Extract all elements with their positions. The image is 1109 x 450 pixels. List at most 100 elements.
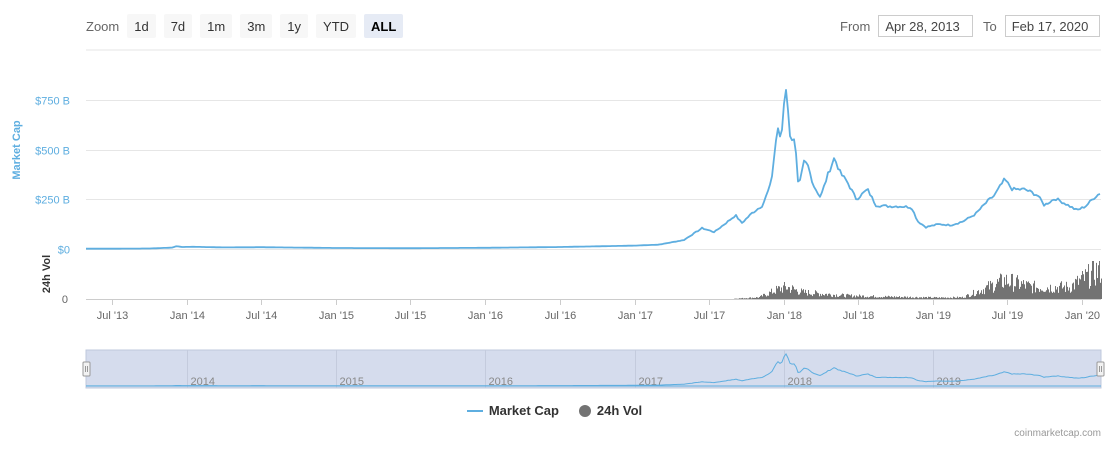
volume-bar — [999, 277, 1000, 299]
zoom-1d-button[interactable]: 1d — [127, 14, 156, 38]
volume-bar — [928, 296, 929, 299]
volume-bar — [953, 296, 954, 299]
volume-bar — [786, 289, 787, 299]
volume-bar — [947, 297, 948, 299]
volume-bar — [900, 297, 901, 299]
volume-bar — [1011, 274, 1012, 299]
zoom-1y-button[interactable]: 1y — [280, 14, 309, 38]
volume-bar — [992, 282, 993, 299]
volume-bar — [1044, 291, 1045, 299]
volume-bar — [1052, 292, 1053, 299]
volume-bar — [814, 294, 815, 299]
volume-bar — [1047, 287, 1048, 299]
volume-bar — [1041, 290, 1042, 299]
volume-bar — [1007, 284, 1008, 299]
volume-bar — [837, 296, 838, 299]
volume-bar — [778, 286, 779, 299]
navigator-right-handle[interactable] — [1096, 361, 1105, 377]
volume-bar — [851, 294, 852, 299]
volume-bar — [908, 297, 909, 299]
volume-bar — [1059, 285, 1060, 299]
volume-bar — [766, 296, 767, 299]
volume-bar — [873, 295, 874, 299]
volume-bar — [932, 297, 933, 299]
navigator[interactable]: 2014 2015 2016 2017 2018 2019 — [82, 349, 1105, 389]
volume-bar — [1019, 288, 1020, 299]
volume-bar — [1058, 292, 1059, 299]
volume-bar — [948, 297, 949, 299]
volume-bar — [1064, 285, 1065, 299]
volume-bar — [883, 296, 884, 299]
zoom-ytd-button[interactable]: YTD — [316, 14, 357, 38]
x-tick-label: Jul '17 — [694, 310, 725, 322]
volume-bar — [937, 297, 938, 299]
volume-bar — [818, 293, 819, 299]
zoom-1m-button[interactable]: 1m — [200, 14, 233, 38]
x-tick-label: Jan '19 — [916, 310, 951, 322]
volume-bar — [888, 295, 889, 299]
to-date-input[interactable] — [1004, 15, 1100, 37]
zoom-all-button[interactable]: ALL — [364, 14, 404, 38]
volume-bar — [1045, 291, 1046, 299]
zoom-7d-button[interactable]: 7d — [163, 14, 193, 38]
volume-bar — [1029, 283, 1030, 299]
volume-bar — [877, 297, 878, 299]
volume-bar — [1095, 285, 1096, 299]
volume-bar — [755, 297, 756, 299]
volume-bar — [1049, 292, 1050, 299]
volume-bar — [806, 293, 807, 299]
volume-bar — [964, 297, 965, 299]
volume-bar — [782, 292, 783, 299]
volume-bar — [787, 289, 788, 299]
navigator-year-label: 2015 — [340, 376, 364, 388]
volume-tick-label: 0 — [62, 294, 68, 306]
from-range: From — [840, 14, 974, 38]
volume-bar — [804, 292, 805, 299]
x-axis: Jul '13 Jan '14 Jul '14 Jan '15 Jul '15 Jan '… — [97, 300, 1100, 322]
volume-bar — [1053, 291, 1054, 299]
volume-bar — [767, 295, 768, 299]
volume-bar — [1021, 281, 1022, 299]
volume-bar — [918, 298, 919, 299]
from-date-input[interactable] — [878, 15, 974, 37]
volume-bar — [1027, 282, 1028, 299]
volume-bar — [936, 297, 937, 299]
volume-bar — [746, 298, 747, 299]
volume-bar — [812, 296, 813, 299]
volume-bar — [1081, 275, 1082, 299]
volume-bar — [870, 296, 871, 299]
volume-bar — [979, 294, 980, 299]
volume-bar — [1061, 281, 1062, 299]
volume-bar — [769, 291, 770, 299]
volume-bar — [832, 297, 833, 299]
volume-bar — [827, 295, 828, 299]
volume-bar — [919, 297, 920, 299]
legend-item-market-cap[interactable]: Market Cap — [466, 403, 559, 418]
volume-bar — [763, 293, 764, 299]
volume-bar — [957, 296, 958, 299]
credit-link[interactable]: coinmarketcap.com — [1014, 428, 1101, 439]
volume-bar — [822, 293, 823, 299]
volume-bar — [915, 297, 916, 299]
x-tick-label: Jul '18 — [843, 310, 874, 322]
volume-bar — [1066, 281, 1067, 299]
volume-bar — [872, 296, 873, 299]
legend-item-24h-vol[interactable]: 24h Vol — [578, 403, 642, 418]
volume-bar — [768, 295, 769, 299]
volume-bar — [1002, 286, 1003, 299]
volume-bar — [777, 288, 778, 299]
volume-bar — [967, 294, 968, 299]
volume-bar — [1050, 284, 1051, 299]
volume-bar — [790, 292, 791, 299]
zoom-3m-button[interactable]: 3m — [240, 14, 273, 38]
volume-bar — [817, 292, 818, 299]
volume-bar — [793, 286, 794, 299]
volume-bar — [1078, 284, 1079, 299]
volume-bar — [1091, 270, 1092, 299]
volume-bar — [1016, 277, 1017, 299]
volume-bar — [1014, 286, 1015, 299]
navigator-left-handle[interactable] — [82, 361, 91, 377]
volume-bar — [994, 290, 995, 299]
volume-bars — [734, 261, 1102, 299]
